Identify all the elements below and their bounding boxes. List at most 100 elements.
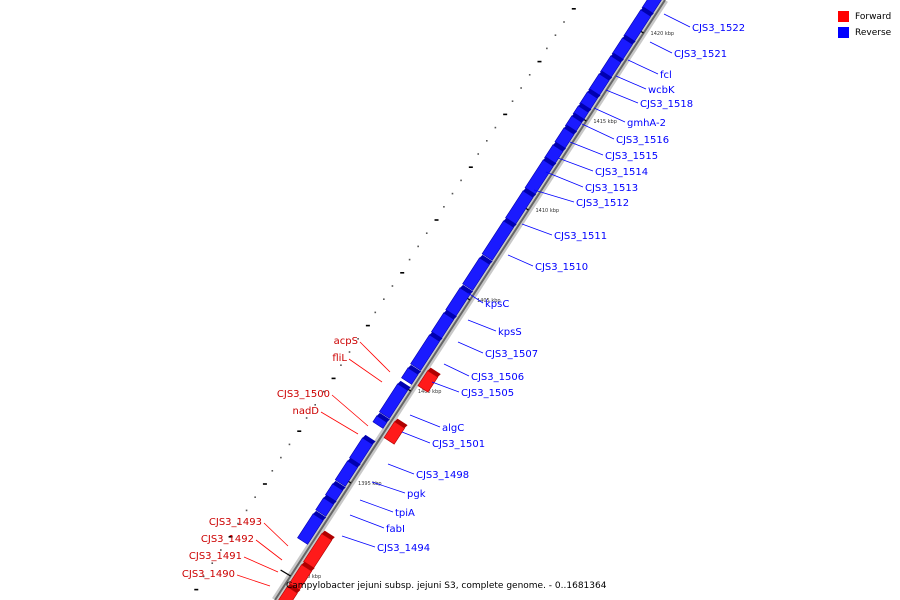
leader-line xyxy=(341,535,376,548)
leader-line xyxy=(581,123,615,140)
gene-label-reverse: CJS3_1511 xyxy=(554,231,607,242)
leader-line xyxy=(443,363,470,377)
gene-reverse-face xyxy=(429,331,443,342)
gene-reverse-face xyxy=(552,141,567,152)
leader-line xyxy=(263,522,289,547)
tick-label: 1410 kbp xyxy=(536,208,560,214)
gene-label-reverse: CJS3_1521 xyxy=(674,49,727,60)
leader-line xyxy=(409,414,441,428)
tick-label: 1395 kbp xyxy=(358,481,382,487)
legend-item-forward: Forward xyxy=(838,9,891,24)
gene-reverse-face xyxy=(523,187,537,198)
gene-label-reverse: CJS3_1501 xyxy=(432,439,485,450)
gene-label-forward: CJS3_1491 xyxy=(189,551,242,562)
leader-line xyxy=(627,59,659,75)
legend-label-forward: Forward xyxy=(855,11,892,22)
leader-line xyxy=(557,157,594,172)
gene-label-reverse: fabI xyxy=(386,524,405,535)
gene-label-reverse: CJS3_1522 xyxy=(692,23,745,34)
gene-reverse-face xyxy=(587,88,601,99)
leader-line xyxy=(243,556,279,573)
gene-label-forward: CJS3_1490 xyxy=(182,569,235,580)
leader-line xyxy=(359,499,394,513)
leader-line xyxy=(533,189,575,203)
gene-reverse-face xyxy=(460,284,474,295)
gene-label-reverse: CJS3_1498 xyxy=(416,470,469,481)
tick-label: 1415 kbp xyxy=(593,119,617,125)
leader-line xyxy=(593,107,626,123)
gene-reverse-face xyxy=(408,364,422,375)
leader-line xyxy=(507,254,534,267)
gene-reverse-face xyxy=(479,254,493,265)
gene-label-reverse: CJS3_1505 xyxy=(461,388,514,399)
gene-label-reverse: CJS3_1515 xyxy=(605,151,658,162)
leader-line xyxy=(615,75,647,90)
gene-label-reverse: pgk xyxy=(407,489,426,500)
gene-reverse-face xyxy=(610,52,624,63)
leader-line xyxy=(331,394,369,427)
gene-label-reverse: CJS3_1510 xyxy=(535,262,588,273)
leader-line xyxy=(371,481,406,494)
leader-line xyxy=(649,41,673,54)
genome-caption: Campylobacter jejuni subsp. jejuni S3, c… xyxy=(286,581,607,591)
gene-forward-face xyxy=(287,583,301,594)
gene-forward-face xyxy=(427,367,441,378)
leader-line xyxy=(457,341,484,354)
gene-label-forward: CJS3_1500 xyxy=(277,389,330,400)
gene-label-forward: CJS3_1493 xyxy=(209,517,262,528)
position-dots xyxy=(194,8,576,591)
gene-reverse-face xyxy=(362,434,376,445)
gene-reverse-face xyxy=(640,6,654,17)
gene-label-reverse: CJS3_1518 xyxy=(640,99,693,110)
gene-label-reverse: tpiA xyxy=(395,508,415,519)
reverse-swatch-icon xyxy=(838,27,849,38)
gene-label-forward: fliL xyxy=(332,353,347,364)
gene-forward-face xyxy=(301,561,315,572)
leader-line xyxy=(320,411,359,435)
leader-line xyxy=(359,341,391,373)
leader-line xyxy=(387,463,415,475)
gene-reverse-face xyxy=(323,494,337,505)
forward-swatch-icon xyxy=(838,11,849,22)
gene-label-reverse: CJS3_1494 xyxy=(377,543,430,554)
gene-forward-face xyxy=(394,418,408,429)
tick-label: 1390 kbp xyxy=(298,574,322,580)
gene-reverse-face xyxy=(599,70,613,81)
gene-label-forward: acpS xyxy=(334,336,358,347)
gene-reverse-face xyxy=(622,34,636,45)
tick-label: 1420 kbp xyxy=(651,31,675,37)
leader-line xyxy=(431,381,460,393)
leader-line xyxy=(236,574,271,587)
leader-line xyxy=(401,431,431,444)
gene-reverse-face xyxy=(503,217,517,228)
tick-label: 1400 kbp xyxy=(418,389,442,395)
gene-label-reverse: CJS3_1512 xyxy=(576,198,629,209)
legend: Forward Reverse xyxy=(838,9,891,41)
gene-reverse-face xyxy=(313,510,327,521)
tick-label: 1405 kbp xyxy=(477,298,501,304)
gene-reverse-face xyxy=(397,380,411,391)
legend-label-reverse: Reverse xyxy=(855,27,892,38)
leader-line xyxy=(349,514,385,529)
gene-label-reverse: gmhA-2 xyxy=(627,118,666,129)
gene-label-reverse: wcbK xyxy=(648,85,675,96)
gene-label-forward: nadD xyxy=(292,406,319,417)
gene-label-reverse: CJS3_1506 xyxy=(471,372,524,383)
gene-reverse-face xyxy=(443,309,457,320)
gene-arrows xyxy=(278,0,662,600)
leader-line xyxy=(521,223,553,236)
gene-forward-face xyxy=(321,530,335,541)
gene-label-reverse: CJS3_1507 xyxy=(485,349,538,360)
gene-label-reverse: kpsC xyxy=(485,299,509,310)
leader-line xyxy=(569,141,604,156)
leader-line xyxy=(545,171,584,188)
gene-reverse-face xyxy=(571,112,585,123)
gene-label-reverse: CJS3_1513 xyxy=(585,183,638,194)
gene-reverse-face xyxy=(347,457,361,468)
gene-reverse-face xyxy=(564,124,578,135)
leader-line xyxy=(467,292,484,304)
leader-line xyxy=(663,13,691,28)
leader-line xyxy=(605,89,639,104)
